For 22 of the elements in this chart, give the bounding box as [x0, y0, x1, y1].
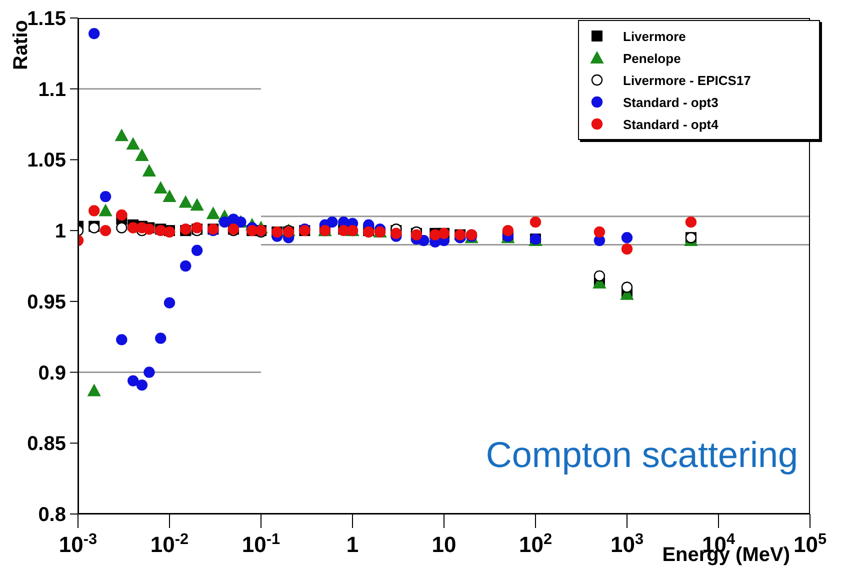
y-tick-label: 1: [54, 220, 66, 243]
x-tick-label: 10$^{2}$: [518, 530, 552, 557]
legend-label: Livermore: [623, 28, 686, 44]
x-tick-label: 10$^{-2}$: [150, 530, 189, 557]
y-tick-label: 0.85: [27, 433, 66, 456]
y-tick-label: 0.8: [38, 504, 66, 526]
x-tick-label: 10$^{-3}$: [58, 530, 98, 557]
y-tick-label: 0.95: [27, 291, 66, 314]
y-tick-label: 1.15: [27, 8, 66, 30]
legend-label: Standard - opt4: [623, 116, 718, 132]
annotation: Compton scattering: [486, 434, 798, 476]
x-tick-label: 1: [346, 532, 359, 557]
x-tick-label: 10: [432, 532, 456, 557]
legend-label: Penelope: [623, 50, 681, 66]
x-tick-label: 10$^{-1}$: [242, 530, 281, 557]
legend-label: Standard - opt3: [623, 94, 718, 110]
y-tick-label: 0.9: [38, 362, 66, 384]
y-tick-label: 1.05: [27, 150, 66, 172]
x-tick-label: 10$^{5}$: [793, 530, 827, 557]
x-tick-label: 10$^{3}$: [610, 530, 644, 557]
y-tick-label: 1.1: [38, 78, 66, 101]
legend-label: Livermore - EPICS17: [623, 72, 751, 88]
